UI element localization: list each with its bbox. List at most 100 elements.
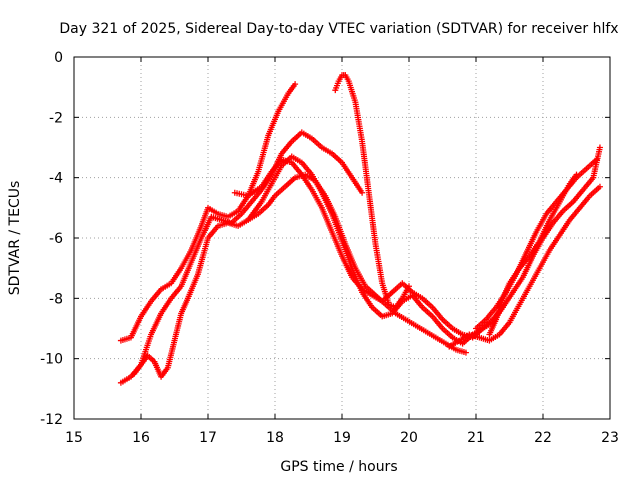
data-point-trail xyxy=(561,200,575,213)
data-point-trail xyxy=(185,273,201,300)
data-point-trail xyxy=(370,305,384,318)
data-point-trail xyxy=(507,303,522,324)
x-axis-label: GPS time / hours xyxy=(280,459,397,475)
data-point-trail xyxy=(547,200,562,221)
data-point-trail xyxy=(390,300,404,315)
y-tick-label: -2 xyxy=(49,110,63,126)
data-point-trail xyxy=(359,140,372,194)
data-point-trail xyxy=(119,335,132,343)
data-point-trail xyxy=(430,315,445,330)
data-point-trail xyxy=(575,167,588,180)
data-point-trail xyxy=(132,363,143,375)
data-point-trail xyxy=(300,130,313,141)
data-point-trail xyxy=(319,206,335,233)
data-point-trail xyxy=(588,185,602,198)
data-point-trail xyxy=(336,74,344,83)
data-point-trail xyxy=(179,261,194,288)
data-point-trail xyxy=(237,218,250,228)
data-point xyxy=(462,349,469,356)
data-point-trail xyxy=(534,212,549,233)
x-tick-label: 15 xyxy=(65,430,83,446)
data-point-trail xyxy=(148,312,164,336)
data-point-trail xyxy=(484,306,498,321)
data-point-trail xyxy=(517,254,532,270)
data-point-trail xyxy=(353,267,368,288)
data-point-trail xyxy=(361,287,374,298)
data-point-trail xyxy=(169,284,183,300)
data-point-trail xyxy=(255,134,271,173)
data-point-trail xyxy=(527,239,542,258)
data-point xyxy=(359,189,366,196)
data-point-trail xyxy=(414,323,427,334)
data-point-trail xyxy=(541,221,555,240)
data-point xyxy=(292,81,299,88)
series-track-4 xyxy=(131,171,469,380)
data-point-trail xyxy=(424,329,437,340)
data-point-trail xyxy=(333,80,341,91)
data-point-trail xyxy=(410,294,424,309)
y-tick-label: -12 xyxy=(40,412,63,428)
x-tick-label: 22 xyxy=(534,430,552,446)
data-point-trail xyxy=(581,176,595,192)
data-point-trail xyxy=(411,290,424,301)
y-tick-label: -6 xyxy=(49,231,63,247)
data-point-trail xyxy=(527,267,542,288)
data-point-trail xyxy=(169,267,183,285)
data-point-trail xyxy=(551,209,565,225)
data-point-trail xyxy=(350,176,364,194)
data-point-trail xyxy=(537,218,552,243)
x-tick-label: 18 xyxy=(266,430,284,446)
data-point-trail xyxy=(276,92,291,113)
data-point-trail xyxy=(236,194,250,212)
y-tick-label: 0 xyxy=(54,50,63,66)
data-point-trail xyxy=(160,281,173,292)
data-point-trail xyxy=(401,293,414,304)
data-point-trail xyxy=(207,206,220,216)
data-point-trail xyxy=(366,191,379,245)
x-tick-label: 19 xyxy=(333,430,351,446)
data-point-trail xyxy=(441,327,454,340)
data-point-trail xyxy=(339,240,355,270)
data-point-trail xyxy=(388,302,397,310)
data-point-trail xyxy=(310,136,324,149)
data-point-trail xyxy=(206,224,220,240)
data-point-trail xyxy=(286,82,297,95)
data-point-trail xyxy=(487,318,499,336)
data-point-trail xyxy=(390,281,404,294)
data-point-trail xyxy=(227,209,240,219)
data-point-trail xyxy=(319,191,335,215)
data-points xyxy=(117,72,603,386)
data-point-trail xyxy=(500,282,512,300)
series-track-6 xyxy=(231,144,603,341)
data-point-trail xyxy=(290,161,304,176)
data-point-trail xyxy=(558,218,572,237)
data-point-trail xyxy=(266,194,277,207)
data-point-trail xyxy=(259,182,274,203)
x-tick-label: 21 xyxy=(467,430,485,446)
series-track-7 xyxy=(446,183,603,350)
data-point-trail xyxy=(451,326,464,337)
data-point-trail xyxy=(165,339,177,369)
x-tick-label: 20 xyxy=(400,430,418,446)
data-point-trail xyxy=(172,312,184,342)
data-point-trail xyxy=(139,354,150,366)
axis-ticks: 15 16 17 18 19 20 21 22 23 0 -2 -4 -6 -8 -10 -12 xyxy=(40,50,619,446)
data-point-trail xyxy=(195,237,211,276)
data-point-trail xyxy=(339,255,355,279)
data-point-trail xyxy=(179,297,191,315)
data-point-trail xyxy=(333,215,348,245)
data-point-trail xyxy=(300,173,314,191)
data-point-trail xyxy=(199,206,211,227)
data-point-trail xyxy=(346,80,358,104)
data-point-trail xyxy=(269,164,284,185)
data-point-trail xyxy=(394,311,407,322)
data-point-trail xyxy=(239,200,254,216)
data-point-trail xyxy=(571,188,585,204)
y-axis-label: SDTVAR / TECUs xyxy=(7,181,23,296)
data-point-trail xyxy=(159,366,170,378)
data-point-trail xyxy=(246,200,264,222)
x-tick-label: 16 xyxy=(132,430,150,446)
data-point-trail xyxy=(283,176,297,189)
data-point-trail xyxy=(139,300,153,318)
data-point-trail xyxy=(189,224,204,252)
